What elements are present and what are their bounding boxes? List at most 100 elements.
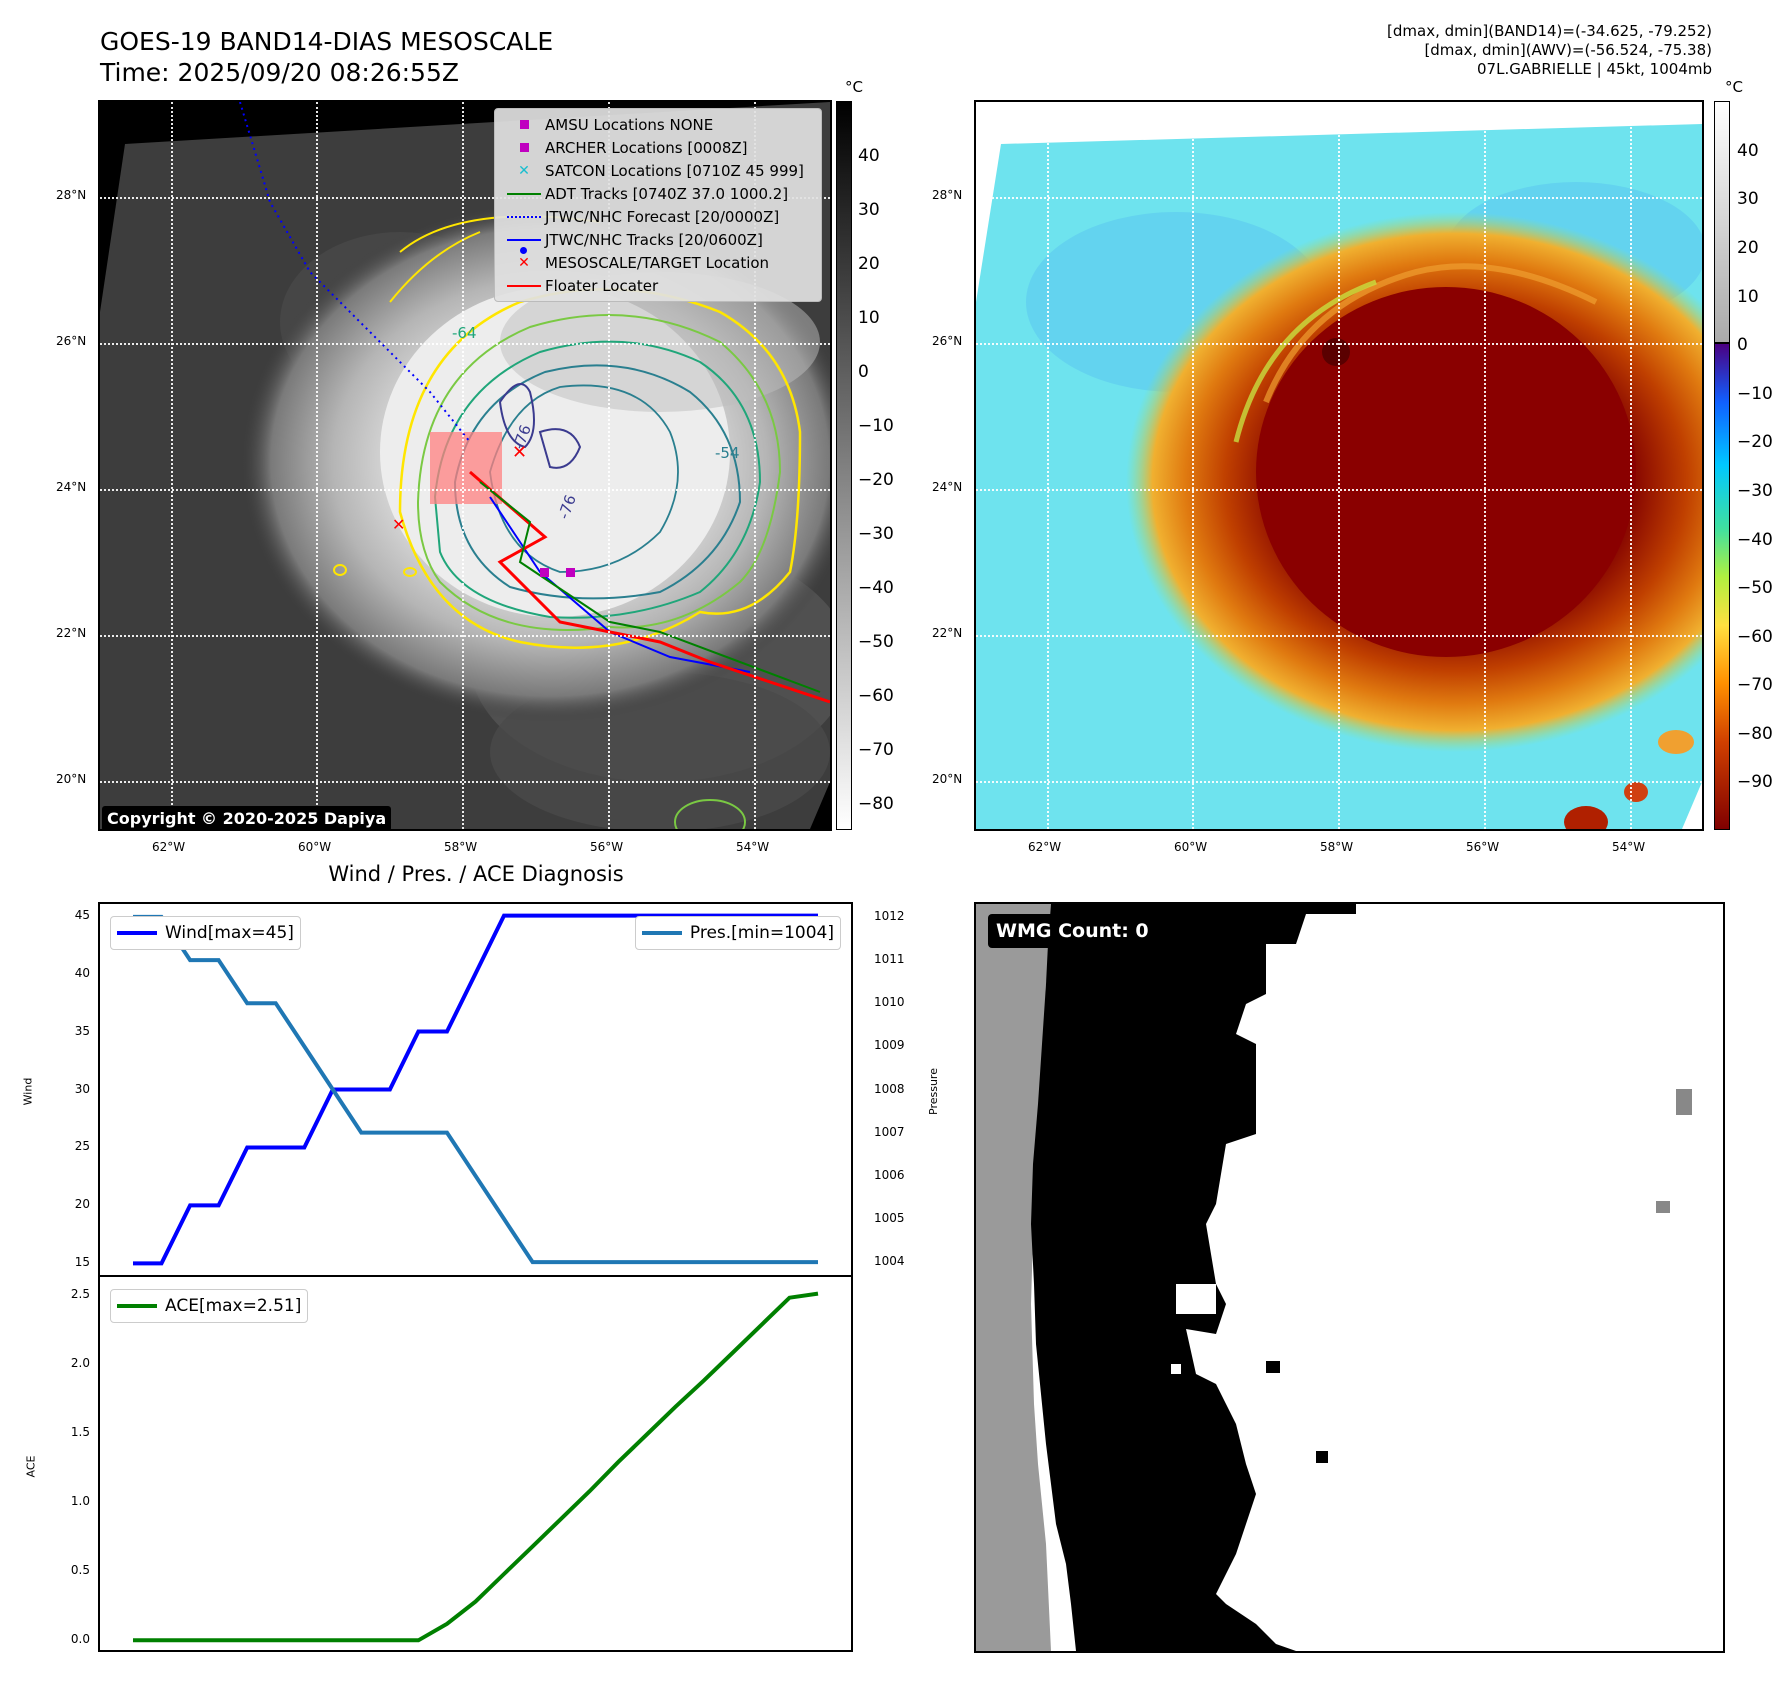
wmg-panel: WMG Count: 0 bbox=[974, 902, 1725, 1653]
colorbar-tick: 30 bbox=[1737, 189, 1759, 209]
y-tick-label: 0.0 bbox=[70, 1632, 90, 1647]
legend-label: Floater Locater bbox=[545, 276, 659, 295]
lon-label: 60°W bbox=[1174, 840, 1208, 854]
colorbar-tick: −60 bbox=[858, 686, 894, 706]
awv-map-panel bbox=[974, 100, 1704, 831]
y-tick-label: 1008 bbox=[874, 1081, 905, 1096]
colorbar-tick: −30 bbox=[858, 524, 894, 544]
y-tick-label: 1011 bbox=[874, 952, 905, 967]
legend-item-satcon: ✕ SATCON Locations [0710Z 45 999] bbox=[503, 159, 813, 182]
info-line3: 07L.GABRIELLE | 45kt, 1004mb bbox=[1477, 60, 1712, 78]
ir-map-panel: ✕ ✕ -64 -54 -76 -76 AMSU Locations NONE … bbox=[98, 100, 832, 831]
y-tick-label: 25 bbox=[74, 1139, 90, 1154]
colorbar-right-cold bbox=[1714, 343, 1730, 830]
title-line2: Time: 2025/09/20 08:26:55Z bbox=[100, 58, 459, 87]
y-tick-label: 1.5 bbox=[70, 1425, 90, 1440]
lat-label: 22°N bbox=[56, 626, 87, 640]
lon-label: 58°W bbox=[1320, 840, 1354, 854]
colorbar-tick: −70 bbox=[858, 740, 894, 760]
legend-label: AMSU Locations NONE bbox=[545, 115, 714, 134]
dotted-line-icon bbox=[507, 215, 541, 218]
colorbar-tick: 40 bbox=[1737, 141, 1759, 161]
lat-label: 20°N bbox=[56, 772, 87, 786]
ace-line bbox=[133, 1291, 819, 1643]
line-marker-icon bbox=[507, 192, 541, 195]
colorbar-tick: −30 bbox=[1737, 481, 1773, 501]
pressure-line-icon bbox=[641, 931, 682, 935]
y-tick-label: 1010 bbox=[874, 995, 905, 1010]
legend-item-tracks: JTWC/NHC Tracks [20/0600Z] bbox=[503, 228, 813, 254]
y-tick-label: 30 bbox=[74, 1081, 90, 1096]
lon-label: 56°W bbox=[590, 840, 624, 854]
line-marker-icon bbox=[507, 284, 541, 287]
legend-label: ADT Tracks [0740Z 37.0 1000.2] bbox=[545, 184, 789, 203]
lat-label: 24°N bbox=[932, 480, 963, 494]
colorbar-tick: −90 bbox=[1737, 772, 1773, 792]
y-tick-label: 2.0 bbox=[70, 1356, 90, 1371]
line-dot-icon bbox=[507, 238, 541, 241]
colorbar-tick: 20 bbox=[1737, 238, 1759, 258]
wind-legend-label: Wind[max=45] bbox=[165, 923, 294, 943]
lon-label: 60°W bbox=[298, 840, 332, 854]
legend-item-forecast: JTWC/NHC Forecast [20/0000Z] bbox=[503, 205, 813, 228]
colorbar-tick: −40 bbox=[1737, 530, 1773, 550]
ace-line-icon bbox=[117, 1304, 157, 1308]
y-tick-label: 1.0 bbox=[70, 1494, 90, 1509]
contour-label-1: -64 bbox=[452, 324, 477, 342]
legend-item-adt: ADT Tracks [0740Z 37.0 1000.2] bbox=[503, 182, 813, 205]
lat-label: 24°N bbox=[56, 480, 87, 494]
y-tick-label: 1004 bbox=[874, 1254, 905, 1269]
y-tick-label: 40 bbox=[74, 965, 90, 980]
y-tick-label: 1007 bbox=[874, 1124, 905, 1139]
y-tick-label: 1012 bbox=[874, 908, 905, 923]
ace-legend: ACE[max=2.51] bbox=[110, 1289, 309, 1323]
colorbar-right-warm bbox=[1714, 101, 1730, 343]
contour-label-2: -54 bbox=[715, 444, 740, 462]
wind-line-icon bbox=[117, 931, 157, 935]
colorbar-tick: −80 bbox=[858, 794, 894, 814]
colorbar-tick: −10 bbox=[1737, 384, 1773, 404]
colorbar-tick: −50 bbox=[1737, 578, 1773, 598]
lat-label: 26°N bbox=[56, 334, 87, 348]
colorbar-tick: −20 bbox=[1737, 432, 1773, 452]
pressure-axis-label: Pressure bbox=[926, 1068, 940, 1115]
lon-label: 62°W bbox=[152, 840, 186, 854]
wind-axis-label: Wind bbox=[21, 1077, 35, 1106]
ace-axis-label: ACE bbox=[24, 1455, 38, 1478]
y-tick-label: 1006 bbox=[874, 1167, 905, 1182]
pressure-line bbox=[133, 914, 818, 1265]
legend-item-floater: Floater Locater bbox=[503, 274, 813, 297]
wind-line bbox=[133, 913, 818, 1266]
lon-label: 56°W bbox=[1466, 840, 1500, 854]
colorbar-tick: −70 bbox=[1737, 675, 1773, 695]
lon-label: 54°W bbox=[1612, 840, 1646, 854]
wmg-image bbox=[976, 904, 1692, 1651]
legend-label: MESOSCALE/TARGET Location bbox=[545, 253, 770, 272]
lat-label: 20°N bbox=[932, 772, 963, 786]
square-marker-icon bbox=[519, 120, 529, 129]
y-tick-label: 1009 bbox=[874, 1038, 905, 1053]
colorbar-unit-right: °C bbox=[1725, 78, 1743, 96]
ace-panel: ACE[max=2.51] bbox=[98, 1275, 853, 1652]
pressure-legend: Pres.[min=1004] bbox=[634, 916, 841, 950]
lon-label: 58°W bbox=[444, 840, 478, 854]
colorbar-tick: −80 bbox=[1737, 724, 1773, 744]
y-tick-label: 0.5 bbox=[70, 1563, 90, 1578]
colorbar-unit-left: °C bbox=[845, 78, 863, 96]
ace-plot bbox=[133, 1291, 819, 1643]
legend-label: SATCON Locations [0710Z 45 999] bbox=[545, 161, 804, 180]
colorbar-tick: 40 bbox=[858, 146, 880, 166]
lon-label: 62°W bbox=[1028, 840, 1062, 854]
lat-label: 22°N bbox=[932, 626, 963, 640]
svg-text:✕: ✕ bbox=[392, 515, 405, 534]
x-marker-icon: ✕ bbox=[518, 254, 530, 271]
wind-pressure-panel: Wind[max=45] Pres.[min=1004] bbox=[98, 902, 853, 1277]
diagnosis-title: Wind / Pres. / ACE Diagnosis bbox=[328, 862, 624, 886]
legend-item-amsu: AMSU Locations NONE bbox=[503, 113, 813, 136]
legend-label: ARCHER Locations [0008Z] bbox=[545, 138, 748, 157]
legend-item-archer: ARCHER Locations [0008Z] bbox=[503, 136, 813, 159]
colorbar-left bbox=[836, 101, 852, 830]
y-tick-label: 20 bbox=[74, 1197, 90, 1212]
ace-legend-label: ACE[max=2.51] bbox=[165, 1296, 302, 1316]
pressure-legend-label: Pres.[min=1004] bbox=[689, 923, 834, 943]
